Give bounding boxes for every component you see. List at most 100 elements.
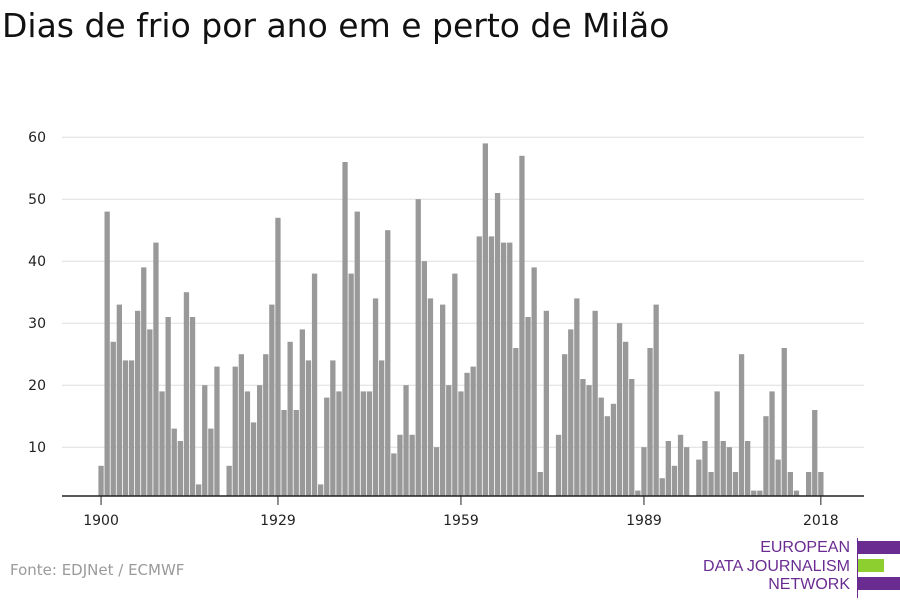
bar-1951: [409, 434, 415, 496]
bar-1901: [104, 211, 110, 496]
bar-1918: [208, 428, 214, 496]
bar-1912: [171, 428, 177, 496]
bar-1916: [196, 484, 202, 496]
bar-1926: [257, 385, 263, 496]
bar-1976: [562, 354, 568, 496]
source-note: Fonte: EDJNet / ECMWF: [10, 561, 185, 579]
bar-1932: [293, 410, 299, 496]
bar-1984: [610, 403, 617, 496]
bar-1905: [128, 360, 135, 496]
bar-1994: [671, 465, 678, 496]
bar-1921: [226, 465, 232, 496]
bar-1933: [299, 329, 305, 496]
bar-1902: [110, 341, 116, 496]
bar-1996: [684, 447, 690, 496]
bar-1979: [580, 379, 586, 496]
logo-line-1: EUROPEAN: [760, 539, 850, 556]
bar-1955: [433, 447, 440, 496]
bar-2001: [714, 391, 720, 496]
bar-1993: [665, 441, 671, 496]
bar-2017: [812, 410, 818, 496]
bar-2009: [763, 416, 769, 496]
y-tick-label: 40: [28, 254, 46, 270]
y-tick-label: 60: [28, 130, 46, 146]
bar-1968: [513, 348, 519, 496]
bar-1911: [165, 317, 171, 496]
bar-1981: [592, 310, 598, 496]
bar-1966: [501, 242, 507, 496]
bar-1928: [269, 304, 275, 496]
bar-2010: [769, 391, 775, 496]
bar-1937: [324, 397, 330, 496]
bar-1990: [647, 348, 653, 496]
bar-1975: [555, 434, 562, 496]
x-axis-ticks: 1900 1929 1959 1989 2018: [83, 496, 839, 529]
bar-1987: [629, 379, 635, 496]
bar-1977: [568, 329, 574, 496]
bar-2000: [708, 472, 714, 496]
bar-1944: [366, 391, 373, 496]
bars: [98, 143, 824, 497]
bar-1913: [177, 441, 183, 496]
y-axis-tick-labels: 10 20 30 40 50 60: [28, 130, 46, 456]
bar-1985: [616, 323, 623, 496]
logo-line-2: DATA JOURNALISM: [703, 558, 850, 575]
bar-1907: [141, 267, 147, 496]
x-tick-label: 2018: [803, 513, 839, 529]
bar-1978: [574, 298, 580, 496]
bar-1915: [189, 317, 196, 496]
bar-1956: [440, 304, 446, 496]
bar-1904: [122, 360, 129, 496]
x-tick-label: 1989: [626, 513, 662, 529]
bar-1929: [275, 217, 281, 497]
chart-title: Dias de frio por ano em e perto de Milão: [2, 6, 670, 45]
bar-1927: [263, 354, 269, 496]
bar-2003: [726, 447, 732, 496]
y-tick-label: 50: [28, 192, 46, 208]
bar-2014: [793, 490, 800, 496]
bar-1982: [598, 397, 604, 496]
bar-1942: [354, 211, 360, 496]
bar-2004: [732, 472, 739, 496]
bar-2016: [806, 472, 812, 496]
bar-1965: [494, 193, 501, 496]
bar-1989: [641, 447, 647, 496]
bar-1909: [153, 242, 159, 496]
y-tick-label: 20: [28, 378, 46, 394]
x-tick-label: 1900: [83, 513, 119, 529]
bar-1969: [519, 155, 525, 497]
bar-1940: [342, 162, 348, 496]
bar-1991: [653, 304, 659, 496]
x-tick-label: 1959: [443, 513, 479, 529]
bar-1914: [183, 292, 190, 496]
grid-lines: [62, 136, 864, 448]
bar-1936: [318, 484, 324, 496]
bar-1917: [202, 385, 208, 496]
bar-1931: [287, 341, 293, 496]
bar-1972: [537, 472, 543, 496]
bar-1919: [214, 366, 220, 496]
bar-1948: [391, 453, 397, 496]
bar-1945: [372, 298, 379, 496]
logo-purple-bar-top: [858, 541, 900, 554]
bar-2018: [818, 472, 824, 496]
bar-2013: [787, 472, 793, 496]
bar-1934: [305, 360, 312, 496]
bar-1986: [623, 341, 629, 496]
bar-1967: [507, 242, 513, 496]
bar-1958: [452, 273, 458, 496]
bar-1910: [159, 391, 165, 496]
logo-line-3: NETWORK: [768, 576, 850, 593]
bar-1939: [336, 391, 342, 496]
bar-2005: [738, 354, 745, 496]
bar-1954: [427, 298, 434, 496]
bar-1957: [446, 385, 452, 496]
bar-1998: [696, 459, 702, 496]
x-tick-label: 1929: [260, 513, 296, 529]
edjnet-logo: EUROPEAN DATA JOURNALISM NETWORK: [700, 538, 900, 598]
bar-2002: [720, 441, 726, 496]
bar-1962: [476, 236, 482, 496]
logo-purple-bar-bottom: [858, 577, 900, 590]
bar-1988: [635, 490, 641, 496]
